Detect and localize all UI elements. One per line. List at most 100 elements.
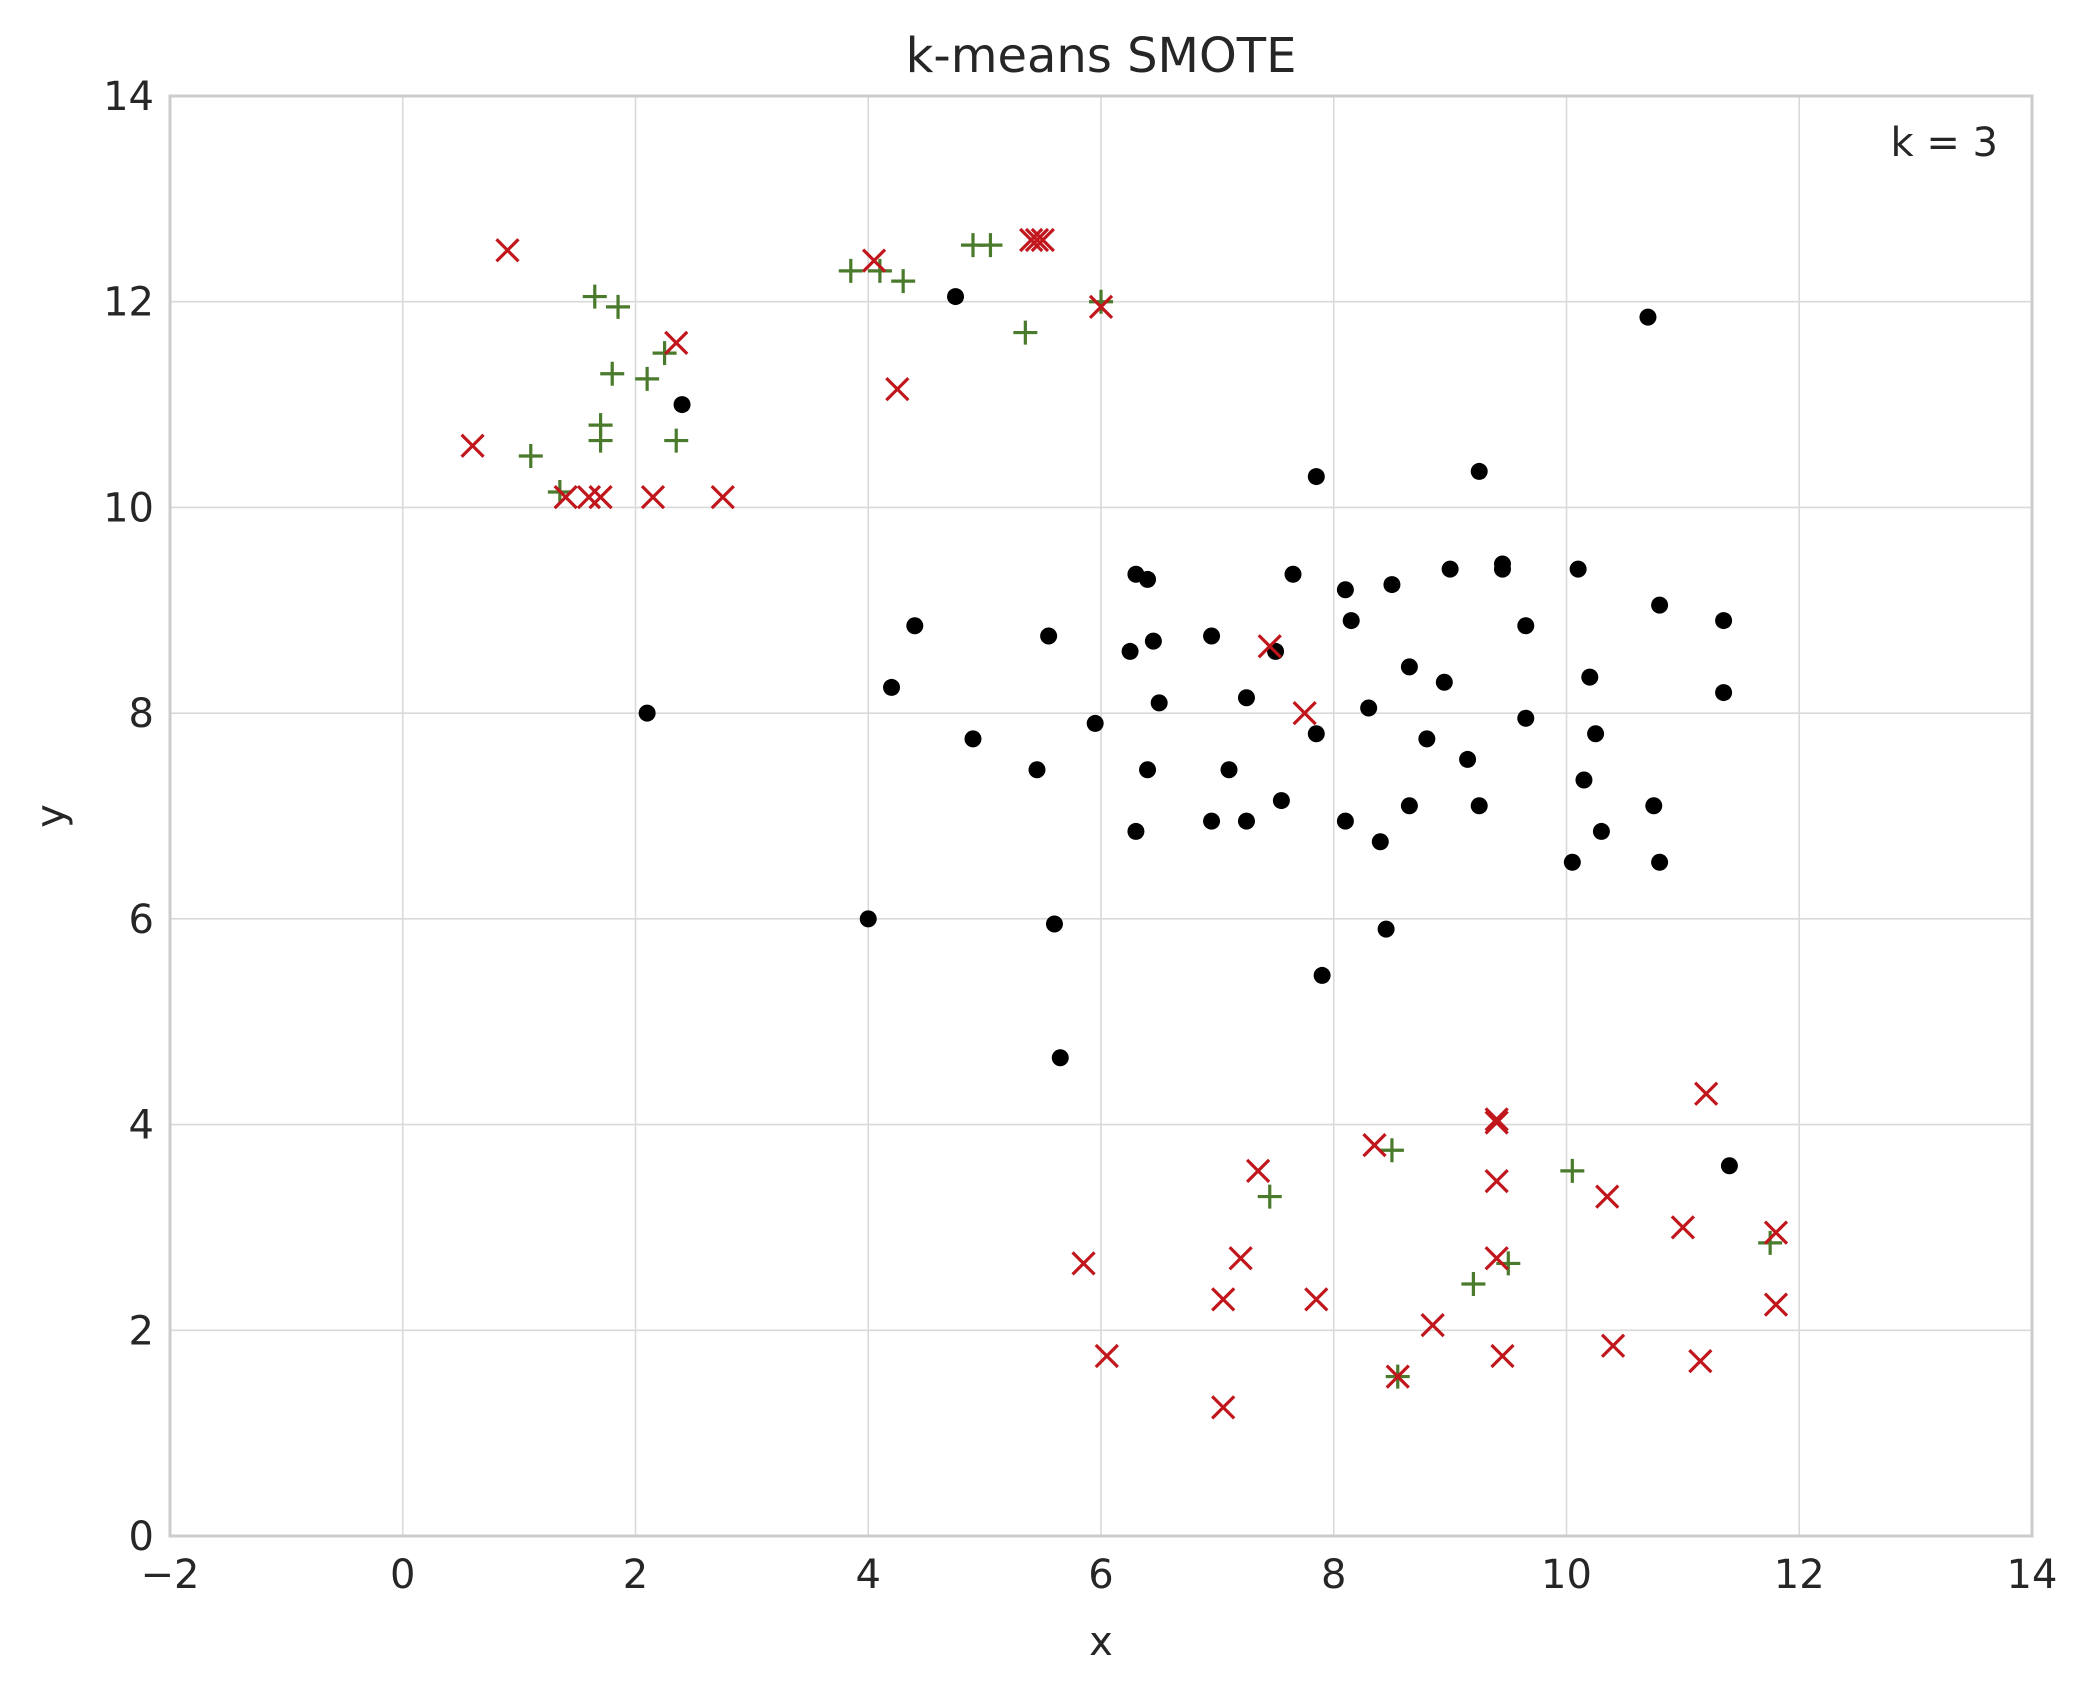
data-point-plus	[582, 284, 607, 309]
data-point-x	[1088, 294, 1114, 319]
data-point-x	[1484, 1169, 1509, 1194]
data-point-dot	[1587, 725, 1605, 743]
x-tick-label: 0	[390, 1552, 415, 1598]
data-point-x	[553, 485, 578, 510]
data-point-dot	[1575, 771, 1593, 789]
data-point-x	[861, 248, 887, 273]
data-point-dot	[1563, 853, 1581, 871]
data-point-x	[1024, 227, 1050, 253]
data-point-dot	[1383, 576, 1401, 594]
data-point-dot	[1645, 797, 1663, 815]
data-point-dot	[1569, 560, 1587, 578]
data-point-dot	[1715, 684, 1733, 702]
data-point-dot	[1400, 797, 1418, 815]
data-point-x	[710, 485, 735, 510]
data-point-dot	[1045, 915, 1063, 933]
data-point-x	[1763, 1220, 1789, 1245]
data-point-x	[460, 433, 485, 458]
data-point-x	[1228, 1246, 1253, 1271]
data-point-dot	[1139, 570, 1157, 588]
data-point-x	[1688, 1349, 1713, 1374]
data-point-x	[1304, 1287, 1329, 1312]
x-tick-label: 12	[1774, 1552, 1825, 1598]
data-point-x	[1071, 1251, 1096, 1276]
data-point-x	[1670, 1215, 1696, 1240]
data-point-plus	[838, 258, 863, 283]
data-point-plus	[1560, 1158, 1585, 1183]
data-point-dot	[1651, 853, 1669, 871]
data-point-dot	[1144, 632, 1162, 650]
data-point-plus	[867, 258, 892, 283]
data-point-dot	[1720, 1157, 1738, 1175]
data-point-dot	[1139, 761, 1157, 779]
data-point-dot	[1581, 668, 1599, 686]
data-point-x	[1595, 1184, 1620, 1209]
data-point-dot	[964, 730, 982, 748]
data-point-plus	[1379, 1138, 1404, 1163]
data-point-x	[1484, 1110, 1509, 1135]
data-point-dot	[638, 704, 656, 722]
y-tick-label: 2	[129, 1308, 154, 1354]
data-point-dot	[1336, 812, 1354, 830]
data-point-dot	[1470, 797, 1488, 815]
x-tick-label: 8	[1321, 1552, 1346, 1598]
data-point-dot	[1121, 642, 1139, 660]
plot-frame	[168, 94, 2034, 1538]
x-tick-label: 10	[1541, 1552, 1592, 1598]
data-point-x	[1019, 227, 1044, 253]
data-point-dot	[1517, 617, 1535, 635]
data-point-plus	[1013, 320, 1038, 345]
data-point-dot	[1651, 596, 1669, 614]
data-point-plus	[518, 444, 543, 468]
y-tick-label: 0	[129, 1514, 154, 1560]
y-tick-label: 8	[129, 691, 154, 737]
data-point-dot	[1150, 694, 1168, 712]
data-point-x	[1362, 1133, 1387, 1158]
data-point-dot	[1715, 612, 1733, 630]
data-point-plus	[891, 269, 916, 294]
data-point-x	[1484, 1246, 1509, 1271]
data-point-dot	[1051, 1049, 1069, 1067]
data-point-x	[1292, 701, 1317, 726]
data-point-dot	[1418, 730, 1436, 748]
data-point-dot	[1371, 833, 1389, 851]
data-point-dot	[1127, 822, 1145, 840]
data-point-plus	[588, 428, 613, 453]
data-point-x	[1211, 1395, 1236, 1420]
data-point-x	[1257, 634, 1282, 659]
x-axis-label: x	[1089, 1619, 1113, 1665]
data-point-dot	[1220, 761, 1238, 779]
data-point-x	[1211, 1287, 1236, 1312]
y-tick-label: 14	[103, 74, 154, 120]
y-axis-label: y	[28, 804, 74, 828]
y-tick-label: 10	[103, 485, 154, 531]
data-point-dot	[1470, 462, 1488, 480]
y-tick-label: 4	[129, 1103, 154, 1149]
data-point-x	[1484, 1107, 1509, 1132]
data-point-x	[588, 485, 613, 510]
data-point-dot	[1203, 812, 1221, 830]
data-point-x	[885, 377, 910, 402]
data-point-dot	[1459, 750, 1477, 768]
x-tick-labels: −2 0 2 4 6 8 10 12 14	[141, 1552, 2058, 1598]
data-point-dot	[1028, 761, 1046, 779]
data-point-dot	[1284, 565, 1302, 583]
x-tick-label: 2	[623, 1552, 648, 1598]
y-tick-label: 6	[129, 897, 154, 943]
x-tick-label: 14	[2007, 1552, 2058, 1598]
data-point-x	[1600, 1333, 1626, 1358]
data-point-plus	[664, 428, 689, 453]
data-point-x	[1763, 1292, 1789, 1317]
data-point-x	[1420, 1313, 1445, 1338]
data-point-dot	[1313, 966, 1331, 984]
data-point-dot	[1639, 308, 1657, 326]
k-annotation: k = 3	[1890, 120, 1998, 166]
data-point-x	[1094, 1343, 1119, 1369]
data-point-dot	[1237, 812, 1255, 830]
data-point-dot	[906, 617, 924, 635]
x-tick-label: −2	[141, 1552, 200, 1598]
x-tick-label: 4	[856, 1552, 881, 1598]
data-point-x	[576, 485, 602, 510]
data-point-dot	[1435, 673, 1453, 691]
